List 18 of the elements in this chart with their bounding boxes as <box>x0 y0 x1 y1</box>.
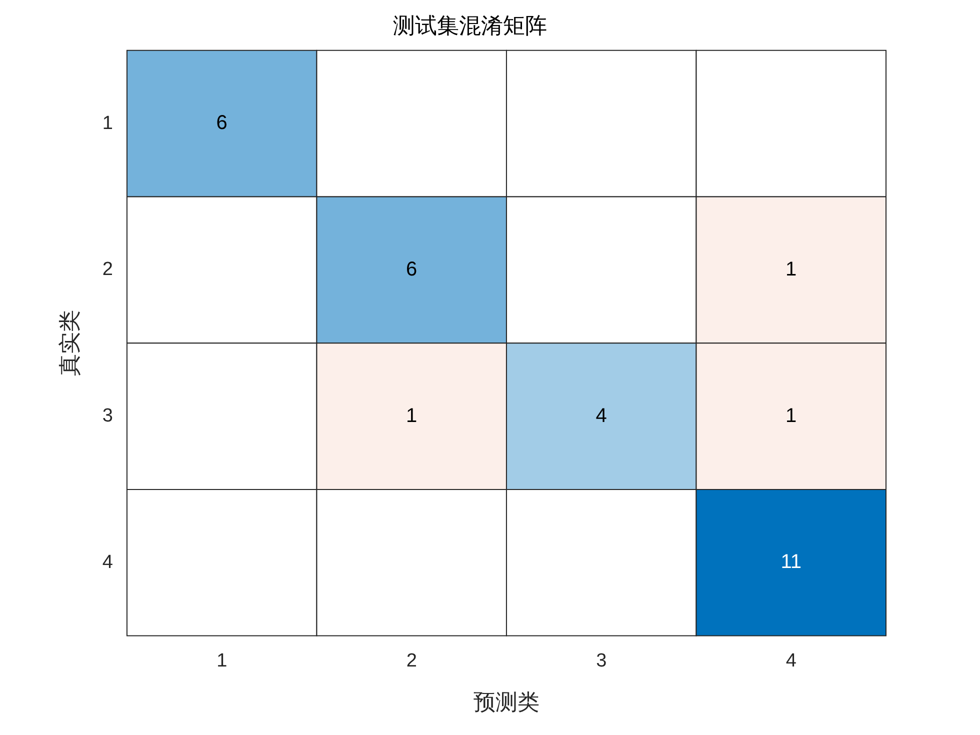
x-tick-label: 1 <box>216 650 228 672</box>
y-tick-label: 4 <box>102 552 114 573</box>
x-tick-label: 3 <box>596 650 607 672</box>
data-label: 1 <box>786 258 797 280</box>
x-tick-label: 2 <box>406 650 417 672</box>
data-label: 11 <box>780 551 802 574</box>
chart-title: 测试集混淆矩阵 <box>393 14 547 39</box>
data-label: 6 <box>216 112 228 134</box>
data-label: 6 <box>406 258 418 280</box>
data-label: 1 <box>786 404 797 427</box>
data-label: 4 <box>596 404 607 427</box>
y-tick-label: 3 <box>102 406 113 427</box>
y-tick-label: 2 <box>102 259 113 280</box>
x-tick-label: 4 <box>786 650 797 672</box>
x-axis-title: 预测类 <box>473 690 540 716</box>
data-label: 1 <box>406 404 418 427</box>
y-tick-label: 1 <box>102 112 113 134</box>
y-axis-title: 真实类 <box>58 310 83 376</box>
